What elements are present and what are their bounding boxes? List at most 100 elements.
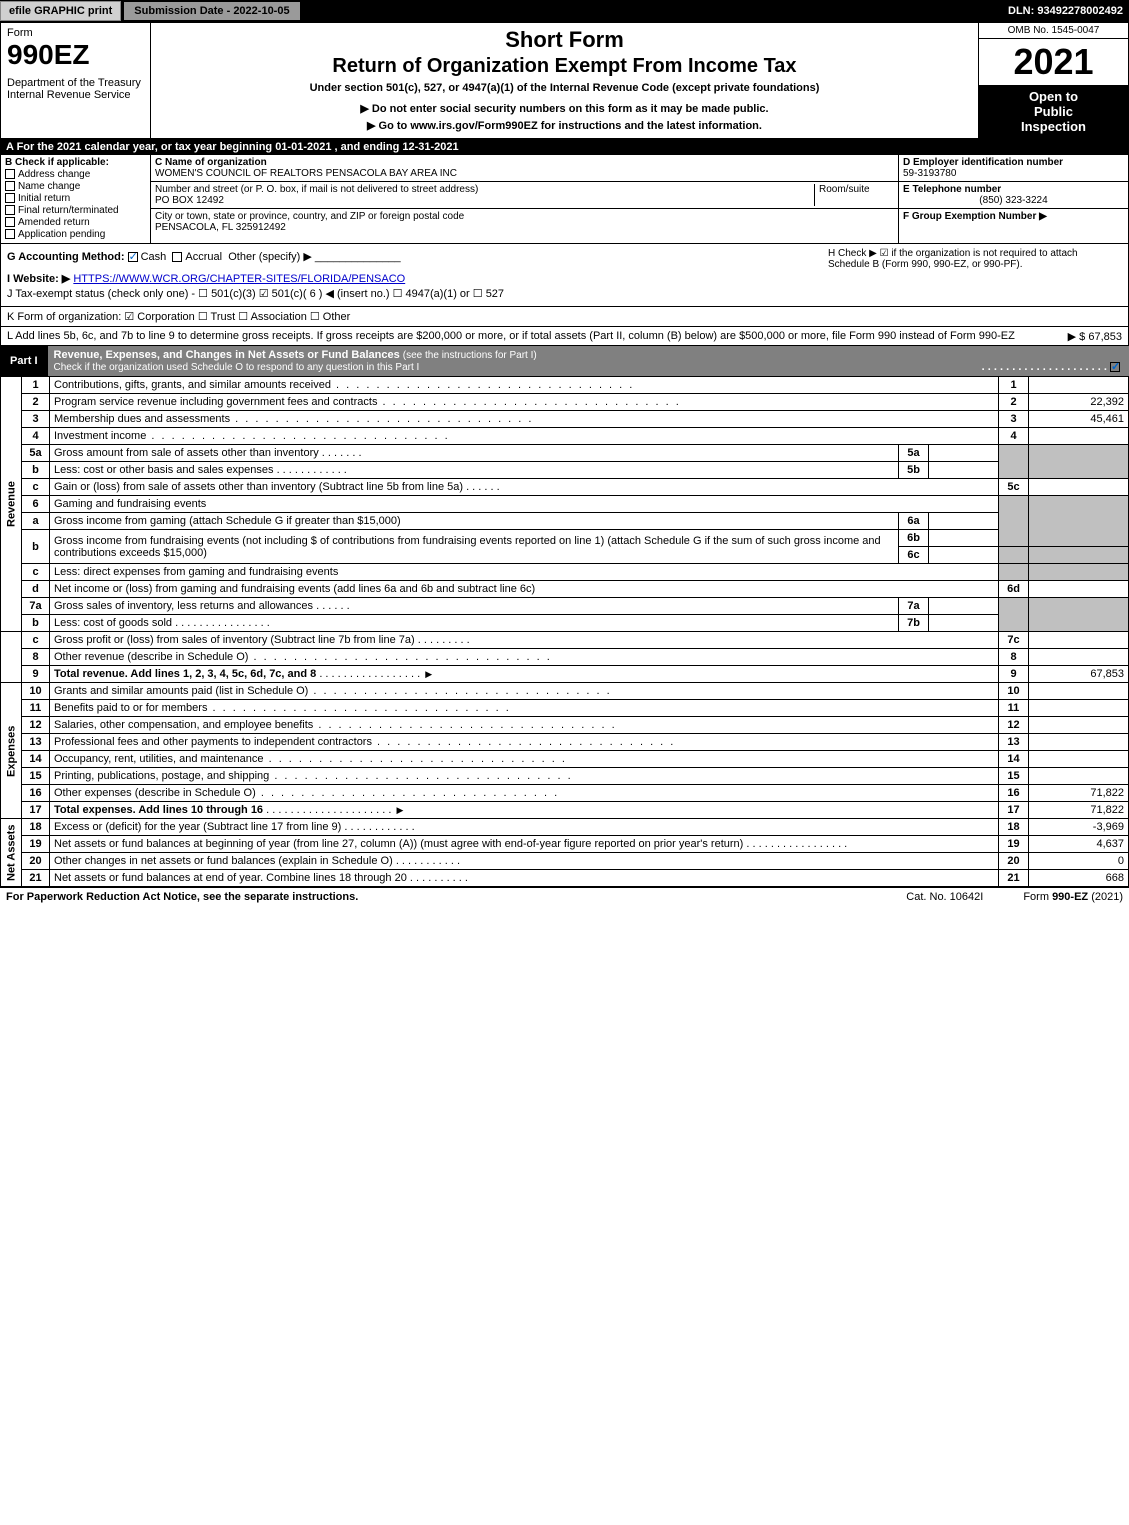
ln-3: 3 xyxy=(22,411,50,428)
ln-20: 20 xyxy=(22,853,50,870)
ln-18: 18 xyxy=(22,819,50,836)
desc-15: Printing, publications, postage, and shi… xyxy=(50,768,999,785)
desc-6: Gaming and fundraising events xyxy=(50,496,999,513)
ln-1: 1 xyxy=(22,377,50,394)
chk-name-change[interactable]: Name change xyxy=(5,181,146,192)
ln-21: 21 xyxy=(22,870,50,887)
r-6d: 6d xyxy=(999,581,1029,598)
chk-accrual[interactable] xyxy=(172,252,182,262)
mv-7b xyxy=(929,615,999,632)
row-i: I Website: ▶ HTTPS://WWW.WCR.ORG/CHAPTER… xyxy=(7,272,1122,285)
row-l-amount: ▶ $ 67,853 xyxy=(1068,330,1122,343)
v-5c xyxy=(1029,479,1129,496)
tel-value: (850) 323-3224 xyxy=(903,195,1124,206)
tax-year: 2021 xyxy=(979,39,1128,85)
form-id-block: Form 990EZ Department of the Treasury In… xyxy=(1,23,151,138)
cash-label: Cash xyxy=(141,251,167,263)
desc-7c: Gross profit or (loss) from sales of inv… xyxy=(50,632,999,649)
chk-address-change[interactable]: Address change xyxy=(5,169,146,180)
desc-11: Benefits paid to or for members xyxy=(50,700,999,717)
desc-5a: Gross amount from sale of assets other t… xyxy=(50,445,899,462)
title-short-form: Short Form xyxy=(157,27,972,53)
mv-5a xyxy=(929,445,999,462)
irs-label: Internal Revenue Service xyxy=(7,89,144,101)
submission-date: Submission Date - 2022-10-05 xyxy=(123,1,300,21)
open-line2: Public xyxy=(983,104,1124,119)
efile-print-button[interactable]: efile GRAPHIC print xyxy=(0,1,121,21)
chk-schedule-o[interactable] xyxy=(1110,362,1120,372)
desc-9: Total revenue. Add lines 1, 2, 3, 4, 5c,… xyxy=(50,666,999,683)
shade-6c-v xyxy=(1029,547,1129,564)
room-suite-label: Room/suite xyxy=(814,184,894,206)
open-to-public: Open to Public Inspection xyxy=(979,85,1128,138)
chk-amended-return[interactable]: Amended return xyxy=(5,217,146,228)
desc-21: Net assets or fund balances at end of ye… xyxy=(50,870,999,887)
title-return: Return of Organization Exempt From Incom… xyxy=(157,55,972,78)
ln-6c: c xyxy=(22,564,50,581)
shade-6c xyxy=(999,547,1029,564)
org-name: WOMEN'S COUNCIL OF REALTORS PENSACOLA BA… xyxy=(155,168,894,179)
desc-5b: Less: cost or other basis and sales expe… xyxy=(50,462,899,479)
ln-12: 12 xyxy=(22,717,50,734)
desc-6d: Net income or (loss) from gaming and fun… xyxy=(50,581,999,598)
desc-7a: Gross sales of inventory, less returns a… xyxy=(50,598,899,615)
side-netassets: Net Assets xyxy=(1,819,22,887)
accrual-label: Accrual xyxy=(185,251,222,263)
ln-7a: 7a xyxy=(22,598,50,615)
ln-17: 17 xyxy=(22,802,50,819)
side-revenue: Revenue xyxy=(1,377,22,632)
v-13 xyxy=(1029,734,1129,751)
row-i-label: I Website: ▶ xyxy=(7,273,70,285)
mv-5b xyxy=(929,462,999,479)
desc-6c: Less: direct expenses from gaming and fu… xyxy=(50,564,999,581)
ln-9: 9 xyxy=(22,666,50,683)
r-15: 15 xyxy=(999,768,1029,785)
goto-link[interactable]: ▶ Go to www.irs.gov/Form990EZ for instru… xyxy=(157,119,972,132)
r-7c: 7c xyxy=(999,632,1029,649)
form-word: Form xyxy=(7,27,144,39)
v-20: 0 xyxy=(1029,853,1129,870)
v-7c xyxy=(1029,632,1129,649)
desc-10: Grants and similar amounts paid (list in… xyxy=(50,683,999,700)
m-6a: 6a xyxy=(899,513,929,530)
page-footer: For Paperwork Reduction Act Notice, see … xyxy=(0,887,1129,906)
open-line3: Inspection xyxy=(983,119,1124,134)
ln-7c: c xyxy=(22,632,50,649)
desc-1: Contributions, gifts, grants, and simila… xyxy=(50,377,999,394)
section-bcd: B Check if applicable: Address change Na… xyxy=(0,155,1129,244)
street-value: PO BOX 12492 xyxy=(155,195,814,206)
r-21: 21 xyxy=(999,870,1029,887)
v-15 xyxy=(1029,768,1129,785)
shade-6abc xyxy=(999,496,1029,547)
chk-cash[interactable] xyxy=(128,252,138,262)
shade-7ab xyxy=(999,598,1029,632)
m-7b: 7b xyxy=(899,615,929,632)
v-21: 668 xyxy=(1029,870,1129,887)
ein-value: 59-3193780 xyxy=(903,168,1124,179)
ln-11: 11 xyxy=(22,700,50,717)
r-20: 20 xyxy=(999,853,1029,870)
box-b: B Check if applicable: Address change Na… xyxy=(1,155,151,243)
row-j: J Tax-exempt status (check only one) - ☐… xyxy=(7,287,1122,300)
group-exemption-label: F Group Exemption Number ▶ xyxy=(903,211,1124,222)
r-8: 8 xyxy=(999,649,1029,666)
tel-label: E Telephone number xyxy=(903,184,1124,195)
ssn-warning: ▶ Do not enter social security numbers o… xyxy=(157,102,972,115)
chk-initial-return[interactable]: Initial return xyxy=(5,193,146,204)
chk-final-return[interactable]: Final return/terminated xyxy=(5,205,146,216)
m-7a: 7a xyxy=(899,598,929,615)
chk-application-pending[interactable]: Application pending xyxy=(5,229,146,240)
desc-5c: Gain or (loss) from sale of assets other… xyxy=(50,479,999,496)
shade-7ab-v xyxy=(1029,598,1129,632)
subtitle: Under section 501(c), 527, or 4947(a)(1)… xyxy=(157,82,972,94)
form-header: Form 990EZ Department of the Treasury In… xyxy=(0,22,1129,139)
m-6c: 6c xyxy=(899,547,929,564)
part1-title: Revenue, Expenses, and Changes in Net As… xyxy=(48,346,1129,376)
website-link[interactable]: HTTPS://WWW.WCR.ORG/CHAPTER-SITES/FLORID… xyxy=(73,273,405,285)
v-8 xyxy=(1029,649,1129,666)
box-de: D Employer identification number 59-3193… xyxy=(898,155,1128,243)
footer-right: Form 990-EZ (2021) xyxy=(1023,891,1123,903)
shade-6c2 xyxy=(999,564,1029,581)
shade-5ab xyxy=(999,445,1029,479)
row-l-text: L Add lines 5b, 6c, and 7b to line 9 to … xyxy=(7,330,1015,342)
